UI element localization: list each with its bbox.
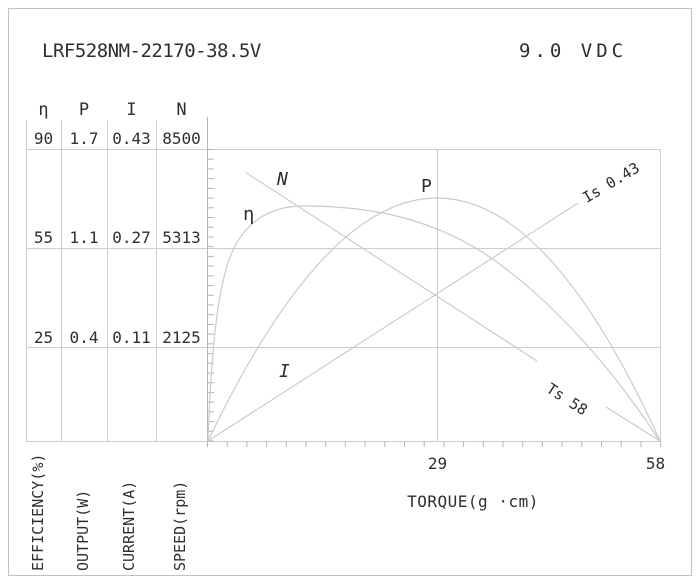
outer-border	[8, 8, 692, 576]
table-cell: 90	[33, 129, 54, 148]
table-cell: 5313	[162, 228, 201, 247]
x-axis-ticks	[207, 441, 662, 447]
current-line	[207, 202, 579, 442]
table-cell: 1.7	[69, 129, 99, 148]
speed-line	[244, 171, 661, 442]
table-cell: 0.43	[112, 129, 151, 148]
y-axis-title-output: OUTPUT(W)	[74, 489, 92, 571]
table-cell: 0.11	[112, 328, 151, 347]
power-curve	[207, 197, 661, 442]
column-header-power: P	[78, 100, 90, 120]
curves	[207, 171, 661, 442]
table-cell: 0.4	[69, 328, 99, 347]
y-axis-ticks	[208, 149, 214, 442]
column-header-current: I	[126, 100, 137, 120]
y-axis-title-efficiency: EFFICIENCY(%)	[29, 453, 47, 571]
efficiency-curve-label: η	[243, 203, 255, 225]
x-axis-title: TORQUE(g ·cm)	[407, 492, 539, 511]
table-cell: 8500	[162, 129, 201, 148]
speed-curve-label: N	[277, 169, 288, 190]
table-cell: 1.1	[69, 228, 99, 247]
y-axis-title-current: CURRENT(A)	[120, 480, 138, 571]
power-curve-label: P	[421, 176, 432, 197]
page-title: LRF528NM-22170-38.5V	[42, 40, 261, 62]
voltage-label: 9.0 VDC	[519, 40, 628, 62]
x-tick-label-58: 58	[645, 454, 666, 473]
column-header-eta: η	[38, 100, 49, 120]
table-cell: 0.27	[112, 228, 151, 247]
column-header-speed: N	[176, 100, 187, 120]
current-curve-label: I	[279, 361, 290, 382]
y-axis-title-speed: SPEED(rpm)	[171, 480, 189, 571]
x-tick-label-29: 29	[427, 454, 448, 473]
table-cell: 2125	[162, 328, 201, 347]
efficiency-curve	[207, 205, 660, 442]
table-cell: 25	[33, 328, 54, 347]
table-cell: 55	[33, 228, 54, 247]
